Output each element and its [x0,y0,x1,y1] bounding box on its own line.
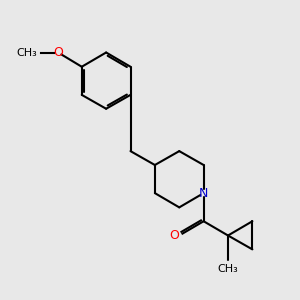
Text: N: N [199,187,208,200]
Text: CH₃: CH₃ [218,264,239,274]
Text: CH₃: CH₃ [17,47,38,58]
Text: O: O [53,46,63,59]
Text: O: O [169,229,179,242]
